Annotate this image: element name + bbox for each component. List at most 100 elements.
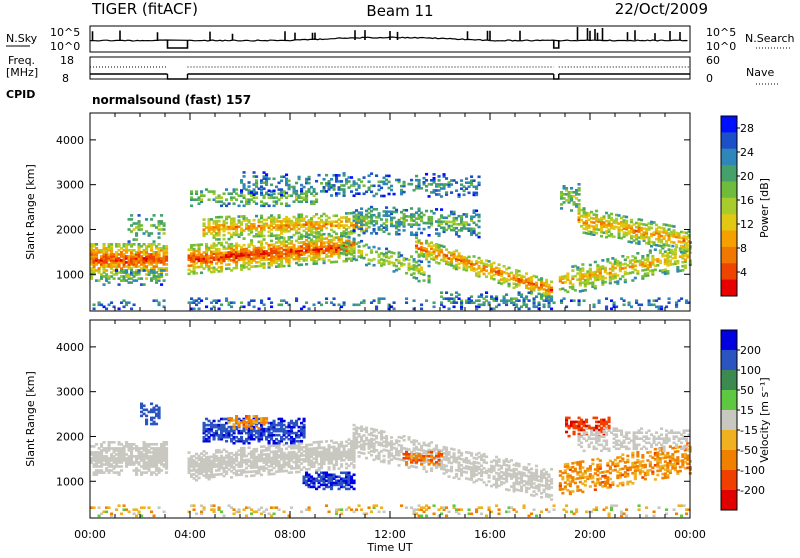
radar-cell: [373, 228, 376, 231]
radar-cell: [415, 237, 418, 240]
radar-cell: [160, 273, 163, 276]
radar-cell: [328, 466, 331, 469]
radar-cell: [428, 234, 431, 237]
radar-cell: [668, 301, 671, 304]
colorbar-swatch: [721, 263, 737, 280]
radar-cell: [243, 194, 246, 197]
radar-title: TIGER (fitACF): [91, 0, 198, 18]
radar-cell: [589, 268, 592, 271]
radar-cell: [660, 306, 663, 309]
radar-cell: [598, 299, 601, 302]
radar-cell: [325, 301, 328, 304]
radar-cell: [270, 301, 273, 304]
radar-cell: [205, 452, 208, 455]
radar-cell: [553, 301, 556, 304]
radar-cell: [280, 304, 283, 307]
radar-cell: [290, 194, 293, 197]
radar-cell: [393, 217, 396, 220]
radar-cell: [163, 279, 166, 282]
radar-cell: [195, 262, 198, 265]
radar-cell: [145, 277, 148, 280]
radar-cell: [606, 258, 609, 261]
radar-cell: [360, 240, 363, 243]
radar-cell: [198, 308, 201, 311]
radar-cell: [433, 173, 436, 176]
radar-cell: [253, 299, 256, 302]
radar-cell: [288, 205, 291, 208]
radar-cell: [350, 176, 353, 179]
radar-cell: [93, 304, 96, 307]
radar-cell: [165, 441, 168, 444]
radar-cell: [298, 176, 301, 179]
colorbar-swatch: [721, 231, 737, 248]
radar-cell: [636, 270, 639, 273]
radar-cell: [383, 297, 386, 300]
radar-cell: [410, 207, 413, 210]
radar-cell: [240, 179, 243, 182]
radar-cell: [503, 265, 506, 268]
radar-cell: [285, 174, 288, 177]
radar-cell: [398, 229, 401, 232]
radar-cell: [478, 176, 481, 179]
radar-cell: [405, 297, 408, 300]
radar-cell: [245, 475, 248, 478]
radar-cell: [525, 304, 528, 307]
radar-cell: [533, 297, 536, 300]
radar-cell: [675, 244, 678, 247]
colorbar-swatch: [721, 149, 737, 166]
radar-cell: [318, 174, 321, 177]
radar-cell: [273, 420, 276, 423]
radar-cell: [338, 174, 341, 177]
radar-cell: [165, 471, 168, 474]
radar-cell: [273, 178, 276, 181]
radar-cell: [365, 254, 368, 257]
radar-cell: [300, 234, 303, 237]
radar-cell: [388, 175, 391, 178]
radar-cell: [150, 232, 153, 235]
radar-cell: [190, 205, 193, 208]
radar-cell: [360, 180, 363, 183]
radar-cell: [569, 280, 572, 283]
radar-cell: [113, 277, 116, 280]
radar-cell: [295, 190, 298, 193]
power-ylabel: Slant Range [km]: [24, 164, 37, 260]
radar-cell: [630, 219, 633, 222]
radar-cell: [243, 171, 246, 174]
colorbar-tick-label: 8: [740, 242, 747, 255]
radar-cell: [470, 261, 473, 264]
radar-cell: [255, 196, 258, 199]
radar-cell: [669, 259, 672, 262]
radar-cell: [118, 243, 121, 246]
radar-cell: [468, 223, 471, 226]
radar-cell: [508, 299, 511, 302]
radar-cell: [518, 308, 521, 311]
radar-cell: [240, 200, 243, 203]
radar-cell: [604, 277, 607, 280]
radar-cell: [634, 265, 637, 268]
radar-cell: [375, 193, 378, 196]
radar-cell: [330, 178, 333, 181]
radar-cell: [323, 233, 326, 236]
radar-cell: [646, 272, 649, 275]
radar-cell: [240, 436, 243, 439]
radar-cell: [495, 297, 498, 300]
radar-cell: [676, 266, 679, 269]
radar-cell: [415, 251, 418, 254]
radar-cell: [634, 277, 637, 280]
radar-cell: [625, 216, 628, 219]
radar-cell: [423, 228, 426, 231]
radar-cell: [130, 218, 133, 221]
radar-cell: [450, 293, 453, 296]
radar-cell: [410, 255, 413, 258]
radar-cell: [433, 301, 436, 304]
radar-cell: [581, 263, 584, 266]
radar-cell: [478, 265, 481, 268]
radar-cell: [263, 262, 266, 265]
radar-cell: [343, 459, 346, 462]
radar-cell: [636, 252, 639, 255]
radar-cell: [674, 248, 677, 251]
radar-cell: [260, 215, 263, 218]
radar-cell: [165, 245, 168, 248]
radar-cell: [613, 301, 616, 304]
